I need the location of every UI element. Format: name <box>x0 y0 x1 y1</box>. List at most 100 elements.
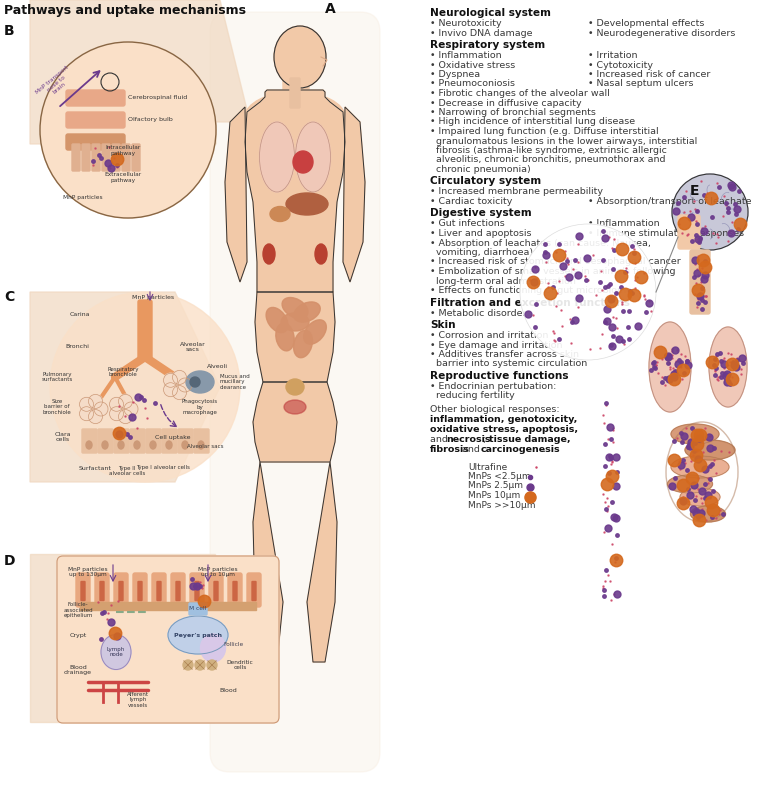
Circle shape <box>118 395 132 408</box>
Text: Alveoli: Alveoli <box>207 364 228 370</box>
FancyBboxPatch shape <box>152 573 166 607</box>
Polygon shape <box>255 292 335 382</box>
Ellipse shape <box>101 634 131 670</box>
Text: • Additives transfer across skin: • Additives transfer across skin <box>430 350 579 359</box>
Ellipse shape <box>286 379 304 395</box>
Text: • Increased membrane permeability: • Increased membrane permeability <box>430 188 603 196</box>
Circle shape <box>110 397 124 411</box>
Circle shape <box>520 224 656 360</box>
Text: • Neurotoxicity: • Neurotoxicity <box>430 19 502 28</box>
FancyBboxPatch shape <box>157 581 161 601</box>
Ellipse shape <box>166 441 172 449</box>
Text: Clara
cells: Clara cells <box>54 431 71 443</box>
Text: Lymph
node: Lymph node <box>107 646 125 658</box>
Ellipse shape <box>286 193 328 215</box>
Text: and: and <box>459 445 483 454</box>
Text: MnP transport
nose to
brain: MnP transport nose to brain <box>35 64 77 103</box>
Text: Type II
alveolar cells: Type II alveolar cells <box>109 466 145 476</box>
Text: MnP particles: MnP particles <box>132 294 174 299</box>
Text: barrier into systemic circulation: barrier into systemic circulation <box>430 359 587 368</box>
Text: • Absorption of leachates (can cause: Nausea,: • Absorption of leachates (can cause: Na… <box>430 238 651 248</box>
Circle shape <box>40 42 216 218</box>
Text: Reproductive functions: Reproductive functions <box>430 371 569 381</box>
Text: MnPs >>10μm: MnPs >>10μm <box>468 501 535 510</box>
FancyBboxPatch shape <box>189 603 207 615</box>
Text: Crypt: Crypt <box>69 633 86 638</box>
Text: Ultrafine: Ultrafine <box>468 463 507 472</box>
Text: Digestive system: Digestive system <box>430 209 531 218</box>
Text: • Corrosion and irritation: • Corrosion and irritation <box>430 331 549 340</box>
Text: • Increased risk of stomach and oesophageal cancer: • Increased risk of stomach and oesophag… <box>430 257 681 266</box>
Polygon shape <box>225 107 247 282</box>
Ellipse shape <box>263 244 275 264</box>
Text: Follicle: Follicle <box>223 642 243 647</box>
Circle shape <box>110 407 124 421</box>
FancyBboxPatch shape <box>114 429 129 453</box>
Text: E: E <box>690 184 699 198</box>
Text: • Endocrinian pertubation:: • Endocrinian pertubation: <box>430 382 556 391</box>
Text: Neurological system: Neurological system <box>430 8 551 18</box>
FancyBboxPatch shape <box>66 90 125 106</box>
Circle shape <box>89 410 103 423</box>
Circle shape <box>124 402 138 416</box>
Ellipse shape <box>304 320 326 344</box>
Text: • Developmental effects: • Developmental effects <box>588 19 705 28</box>
FancyBboxPatch shape <box>209 573 223 607</box>
Text: • Neurodegenerative disorders: • Neurodegenerative disorders <box>588 29 735 38</box>
Text: Pathways and uptake mechanisms: Pathways and uptake mechanisms <box>4 4 246 17</box>
Text: D: D <box>4 554 16 568</box>
Circle shape <box>190 377 200 387</box>
Text: • Narrowing of bronchial segments: • Narrowing of bronchial segments <box>430 108 596 117</box>
FancyBboxPatch shape <box>82 429 97 453</box>
Text: • Invivo DNA damage: • Invivo DNA damage <box>430 29 532 38</box>
FancyBboxPatch shape <box>132 144 140 171</box>
Text: • Cytotoxicity: • Cytotoxicity <box>588 60 653 70</box>
FancyBboxPatch shape <box>146 429 161 453</box>
Ellipse shape <box>182 441 188 449</box>
Ellipse shape <box>294 302 320 322</box>
FancyBboxPatch shape <box>283 70 309 92</box>
Text: MnP particles
up to 10μm: MnP particles up to 10μm <box>198 566 238 577</box>
Text: C: C <box>4 290 14 304</box>
Ellipse shape <box>198 441 204 449</box>
Text: • Embolization of small vessels in animals following: • Embolization of small vessels in anima… <box>430 267 675 276</box>
Text: • Absorption/transport of leachate: • Absorption/transport of leachate <box>588 197 751 206</box>
Text: Respiratory system: Respiratory system <box>430 40 545 50</box>
Text: Pulmonary
surfactants: Pulmonary surfactants <box>41 371 72 383</box>
FancyBboxPatch shape <box>100 581 104 601</box>
FancyBboxPatch shape <box>72 144 80 171</box>
Text: • Liver and apoptosis: • Liver and apoptosis <box>430 229 531 238</box>
Ellipse shape <box>293 151 313 173</box>
FancyBboxPatch shape <box>76 573 90 607</box>
Text: Follicle-
associated
epithelium: Follicle- associated epithelium <box>63 602 92 618</box>
Ellipse shape <box>649 322 691 412</box>
Text: Blood
drainage: Blood drainage <box>64 665 92 675</box>
FancyBboxPatch shape <box>122 144 130 171</box>
Ellipse shape <box>295 122 330 192</box>
FancyBboxPatch shape <box>678 215 700 249</box>
Ellipse shape <box>266 307 288 333</box>
Text: • Oxidative stress: • Oxidative stress <box>430 60 515 70</box>
Text: Respiratory
bronchiole: Respiratory bronchiole <box>107 367 139 378</box>
Text: MnP particles: MnP particles <box>63 195 103 200</box>
FancyBboxPatch shape <box>138 581 142 601</box>
Text: Olfactory bulb: Olfactory bulb <box>128 118 172 123</box>
Text: • Impaired lung function (e.g. Diffuse interstitial: • Impaired lung function (e.g. Diffuse i… <box>430 127 659 136</box>
Text: tissue damage,: tissue damage, <box>489 435 570 444</box>
Text: MnP particles
up to 130μm: MnP particles up to 130μm <box>68 566 108 577</box>
FancyBboxPatch shape <box>66 112 125 128</box>
Text: Blood: Blood <box>219 687 237 692</box>
FancyBboxPatch shape <box>290 78 300 108</box>
FancyBboxPatch shape <box>114 573 128 607</box>
FancyBboxPatch shape <box>98 429 113 453</box>
Text: Bronchi: Bronchi <box>65 345 89 350</box>
Text: • Gut infections: • Gut infections <box>430 220 505 229</box>
Circle shape <box>118 410 132 423</box>
Text: • High incidence of interstitial lung disease: • High incidence of interstitial lung di… <box>430 118 635 127</box>
Text: MnPs <2.5μm: MnPs <2.5μm <box>468 472 531 481</box>
Circle shape <box>50 292 240 482</box>
Circle shape <box>195 660 205 670</box>
Ellipse shape <box>274 26 326 88</box>
Text: • Pneumoconiosis: • Pneumoconiosis <box>430 79 515 88</box>
Circle shape <box>163 373 177 387</box>
